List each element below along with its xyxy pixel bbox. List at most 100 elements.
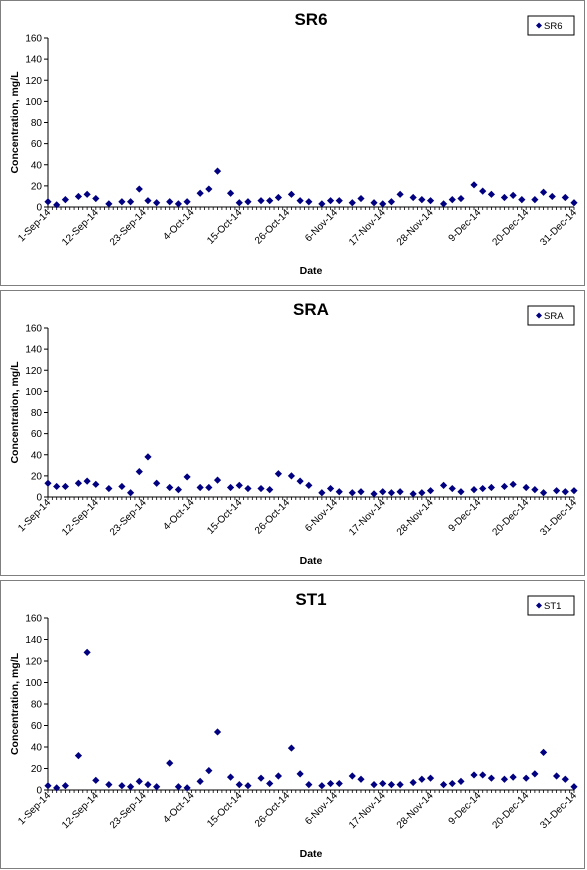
chart-st1-data-point (457, 777, 465, 785)
chart-sr6-data-point (348, 199, 356, 207)
chart-st1-data-point (335, 779, 343, 788)
chart-sr6-data-point (166, 198, 174, 206)
chart-sra-y-tick-label: 80 (31, 408, 43, 419)
chart-sr6-x-tick-label: 26-Oct-14 (253, 207, 293, 247)
chart-sr6-data-point (53, 201, 61, 209)
chart-st1-x-tick-label: 23-Sep-14 (108, 790, 149, 831)
chart-st1-legend-marker (536, 602, 542, 609)
chart-st1-x-tick-label: 1-Sep-14 (16, 790, 53, 827)
chart-sra-x-tick-label: 9-Dec-14 (447, 497, 484, 534)
chart-sr6-y-tick-label: 60 (31, 139, 43, 150)
chart-sr6-title: SR6 (294, 10, 327, 29)
chart-st1-data-point (196, 777, 204, 785)
chart-sr6-data-point (318, 200, 326, 208)
chart-st1-x-tick-label: 4-Oct-14 (161, 790, 197, 826)
chart-sra-data-point (418, 489, 426, 497)
chart-st1-data-point (287, 744, 296, 752)
chart-sra-data-point (379, 488, 387, 496)
chart-sr6-x-tick-label: 9-Dec-14 (447, 207, 484, 244)
chart-sra-data-point (335, 488, 343, 496)
chart-sr6-data-point (448, 196, 456, 204)
chart-sra-data-point (83, 477, 91, 485)
chart-st1-x-tick-label: 28-Nov-14 (395, 790, 436, 831)
chart-st1-data-point (570, 783, 578, 791)
chart-sr6-data-point (539, 188, 548, 196)
chart-sra-data-point (226, 483, 235, 492)
chart-st1-y-tick-label: 20 (31, 764, 43, 775)
chart-st1-legend-box (527, 595, 575, 616)
chart-sra-data-point (44, 479, 52, 487)
chart-sra-x-tick-label: 12-Sep-14 (60, 497, 101, 538)
chart-sr6-data-point (213, 167, 222, 175)
chart-sra-data-point (448, 484, 456, 493)
chart-st1-data-point (235, 781, 243, 789)
chart-st1-data-point (357, 775, 365, 783)
chart-sra-y-tick-label: 160 (25, 324, 42, 335)
chart-sr6-data-point (426, 197, 435, 205)
chart-sra-x-tick-label: 28-Nov-14 (395, 497, 436, 538)
chart-sr6-data-point (487, 190, 496, 198)
chart-sra-y-tick-label: 20 (31, 471, 43, 482)
chart-sra-data-point (244, 484, 252, 493)
chart-sr6-data-point (257, 197, 265, 205)
chart-st1-x-tick-label: 26-Oct-14 (253, 790, 293, 830)
chart-st1-data-point (531, 770, 539, 778)
chart-sra-data-point (183, 473, 191, 481)
chart-st1-data-point (379, 779, 387, 788)
chart-sra-data-point (409, 490, 417, 498)
chart-sra-data-point (531, 486, 539, 494)
chart-sra-data-point (92, 480, 100, 488)
chart-sra-data-point (296, 477, 304, 485)
chart-sr6-data-point (548, 192, 556, 201)
chart-sra-data-point (479, 484, 487, 493)
chart-st1-data-point (166, 759, 174, 767)
chart-st1-x-tick-label: 20-Dec-14 (491, 790, 532, 831)
chart-sra-data-point (561, 488, 569, 496)
chart-sr6-legend-box (527, 15, 575, 36)
chart-st1-data-point (418, 775, 426, 783)
chart-sr6-data-point (409, 193, 417, 202)
chart-st1-data-point (205, 767, 213, 775)
chart-st1-x-tick-label: 6-Nov-14 (303, 790, 340, 827)
chart-sr6-x-tick-label: 20-Dec-14 (491, 207, 532, 248)
chart-sra-data-point (357, 488, 365, 496)
chart-sr6-data-point (244, 198, 252, 206)
chart-st1-data-point (174, 783, 183, 791)
chart-st1-data-point (244, 782, 252, 790)
chart-sr6-data-point (379, 200, 387, 208)
chart-sr6-y-tick-label: 0 (36, 203, 42, 214)
chart-st1-x-tick-label: 31-Dec-14 (538, 790, 579, 831)
chart-sr6-y-tick-label: 140 (25, 55, 42, 66)
chart-sra-legend-box (527, 305, 575, 326)
chart-sr6-data-point (196, 189, 204, 197)
chart-sr6-data-point (44, 198, 52, 206)
chart-sra-data-point (370, 490, 378, 498)
chart-sr6-data-point (570, 199, 578, 207)
chart-panel-st1: ST1 0 20 40 60 80 100 120 140 160 1-Sep-14 12-Sep-1… (0, 580, 585, 869)
chart-sr6-data-point (531, 196, 539, 204)
chart-sr6-data-point (457, 194, 465, 203)
chart-sr6-x-tick-label: 17-Nov-14 (347, 207, 388, 248)
chart-sra-data-point (487, 483, 496, 492)
chart-st1-data-point (266, 779, 274, 788)
chart-sra-legend-marker (536, 312, 542, 319)
chart-sra-data-point (53, 482, 61, 491)
chart-sr6-legend-marker (536, 22, 542, 29)
chart-sr6-x-tick-label: 4-Oct-14 (161, 207, 197, 243)
chart-st1-data-point (61, 782, 69, 790)
chart-sra-y-tick-label: 120 (25, 366, 42, 377)
chart-st1-data-point (126, 783, 135, 791)
chart-st1-data-point (92, 776, 100, 784)
chart-sra-data-point (274, 470, 282, 478)
chart-st1-data-point (396, 781, 404, 789)
chart-sr6-data-point (205, 185, 213, 193)
chart-st1-data-point (487, 774, 496, 782)
chart-sra: SRA 0 20 40 60 80 100 120 140 160 1-Sep-14 12-Sep-1… (9, 300, 579, 567)
chart-st1-data-point (539, 748, 548, 756)
chart-sra-data-point (118, 482, 126, 491)
chart-sra-y-tick-label: 0 (36, 493, 42, 504)
chart-sr6-y-tick-label: 120 (25, 76, 42, 87)
chart-st1-data-point (509, 773, 517, 781)
chart-sr6-data-point (470, 181, 478, 189)
chart-st1-data-point (213, 728, 222, 736)
